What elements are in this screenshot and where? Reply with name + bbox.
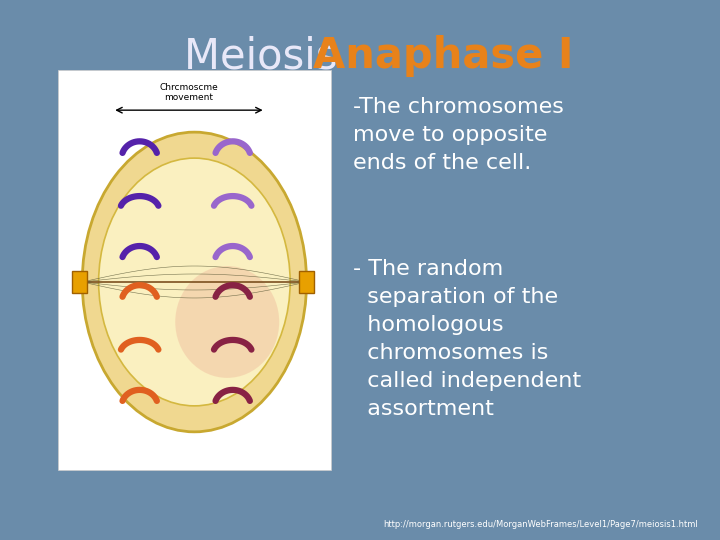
Ellipse shape (99, 158, 290, 406)
Text: -The chromosomes
move to opposite
ends of the cell.: -The chromosomes move to opposite ends o… (353, 97, 564, 173)
Ellipse shape (82, 132, 307, 432)
Ellipse shape (175, 266, 279, 378)
Text: - The random
  separation of the
  homologous
  chromosomes is
  called independ: - The random separation of the homologou… (353, 259, 581, 419)
FancyBboxPatch shape (72, 271, 87, 293)
FancyBboxPatch shape (58, 70, 331, 470)
Text: Chrcmoscme
movement: Chrcmoscme movement (160, 83, 218, 102)
FancyBboxPatch shape (299, 271, 314, 293)
Text: http://morgan.rutgers.edu/MorganWebFrames/Level1/Page7/meiosis1.html: http://morgan.rutgers.edu/MorganWebFrame… (384, 520, 698, 529)
Text: Meiosis: Meiosis (184, 35, 351, 77)
Text: Anaphase I: Anaphase I (313, 35, 574, 77)
